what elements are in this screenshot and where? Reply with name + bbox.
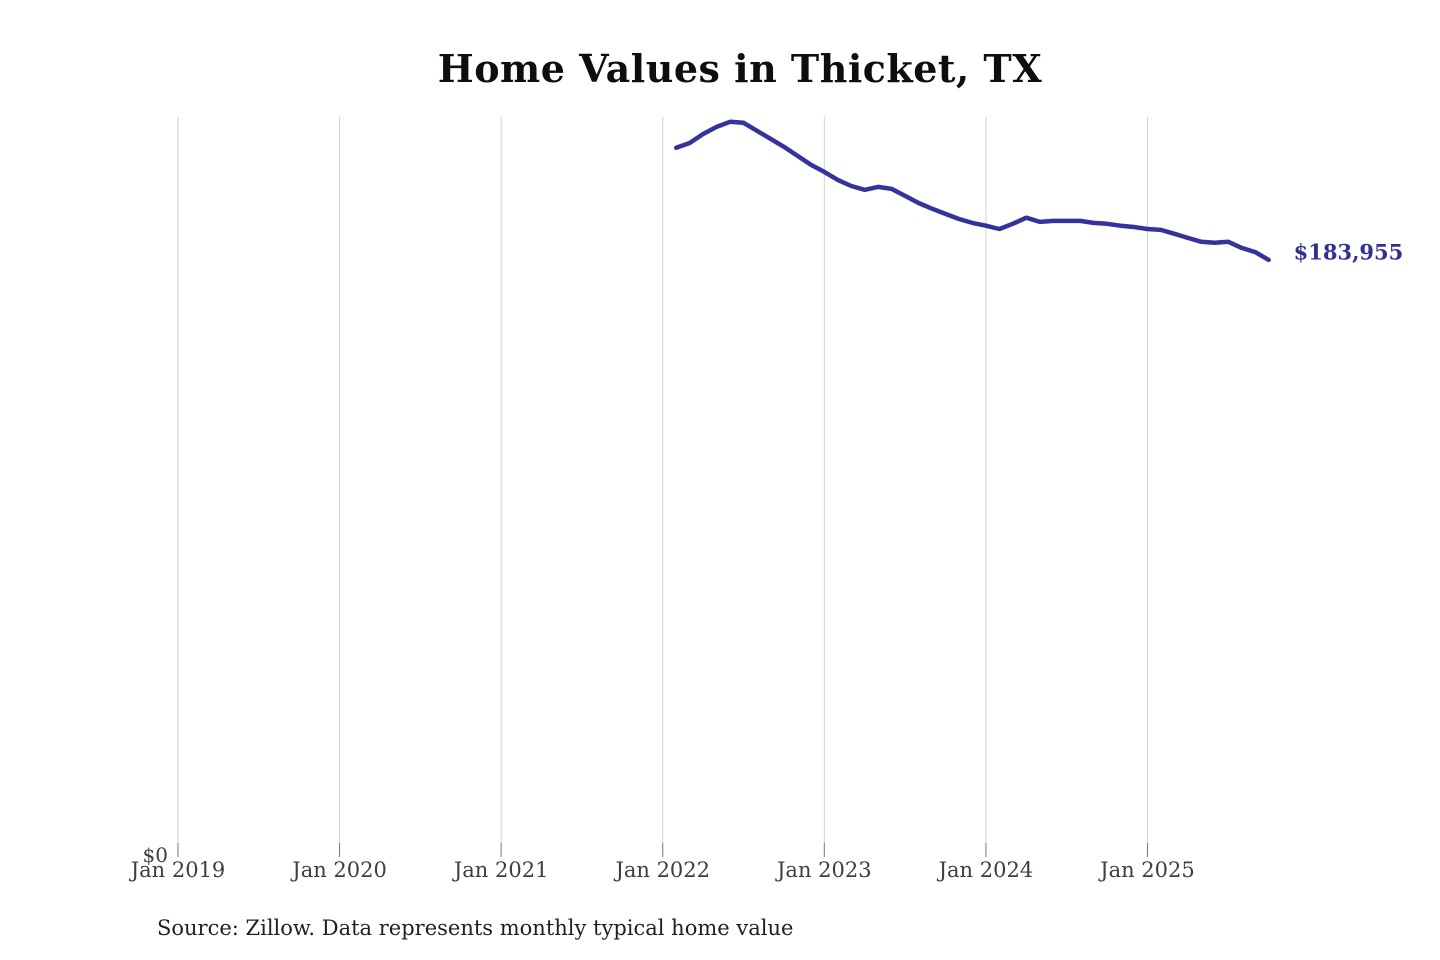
latest-value-label: $183,955	[1293, 239, 1404, 265]
x-tick-label: Jan 2020	[292, 858, 387, 882]
y-axis-zero-label: $0	[142, 843, 168, 867]
x-tick-label: Jan 2019	[130, 858, 226, 882]
x-tick-label: Jan 2021	[453, 858, 549, 882]
x-tick-label: Jan 2023	[777, 858, 872, 882]
home-value-line	[673, 119, 1271, 263]
chart-title: Home Values in Thicket, TX	[437, 46, 1043, 91]
x-tick-label: Jan 2024	[938, 858, 1034, 882]
x-tick-label: Jan 2025	[1100, 858, 1195, 882]
x-tick-label: Jan 2022	[615, 858, 711, 882]
source-note: Source: Zillow. Data represents monthly …	[157, 916, 794, 940]
